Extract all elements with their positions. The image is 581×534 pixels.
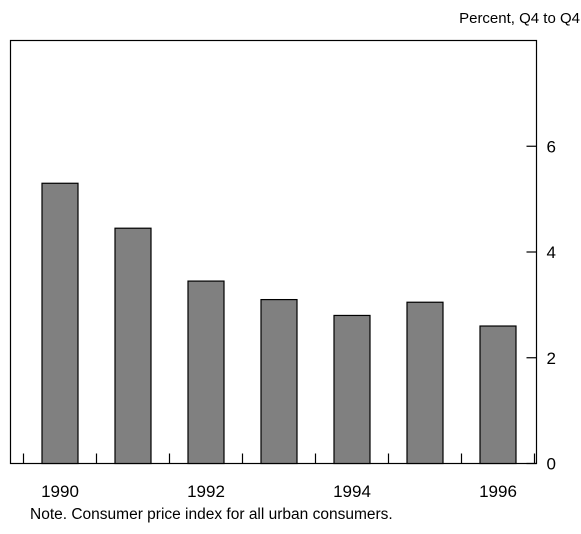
bar-1995 — [406, 301, 444, 465]
bar-1996 — [479, 325, 517, 465]
x-axis — [22, 453, 536, 464]
x-tick-labels: 1990 1992 1994 1996 — [41, 482, 517, 501]
y-tick-label: 4 — [547, 243, 556, 262]
bar-1994 — [333, 314, 371, 465]
y-tick-label: 2 — [547, 349, 556, 368]
x-tick-label: 1994 — [333, 482, 371, 501]
y-tick-label: 0 — [547, 455, 556, 474]
note-text: Note. Consumer price index for all urban… — [30, 506, 393, 523]
x-tick-label: 1992 — [187, 482, 225, 501]
x-tick-label: 1996 — [479, 482, 517, 501]
bar-1990 — [41, 182, 79, 465]
bar-1992 — [187, 280, 225, 465]
y-axis: 0 2 4 6 — [526, 137, 556, 474]
bar-group — [41, 182, 517, 465]
units-label: Percent, Q4 to Q4 — [459, 10, 580, 27]
bar-1993 — [260, 298, 298, 465]
bar-1991 — [114, 227, 152, 465]
x-tick-label: 1990 — [41, 482, 79, 501]
y-tick-label: 6 — [547, 137, 556, 156]
